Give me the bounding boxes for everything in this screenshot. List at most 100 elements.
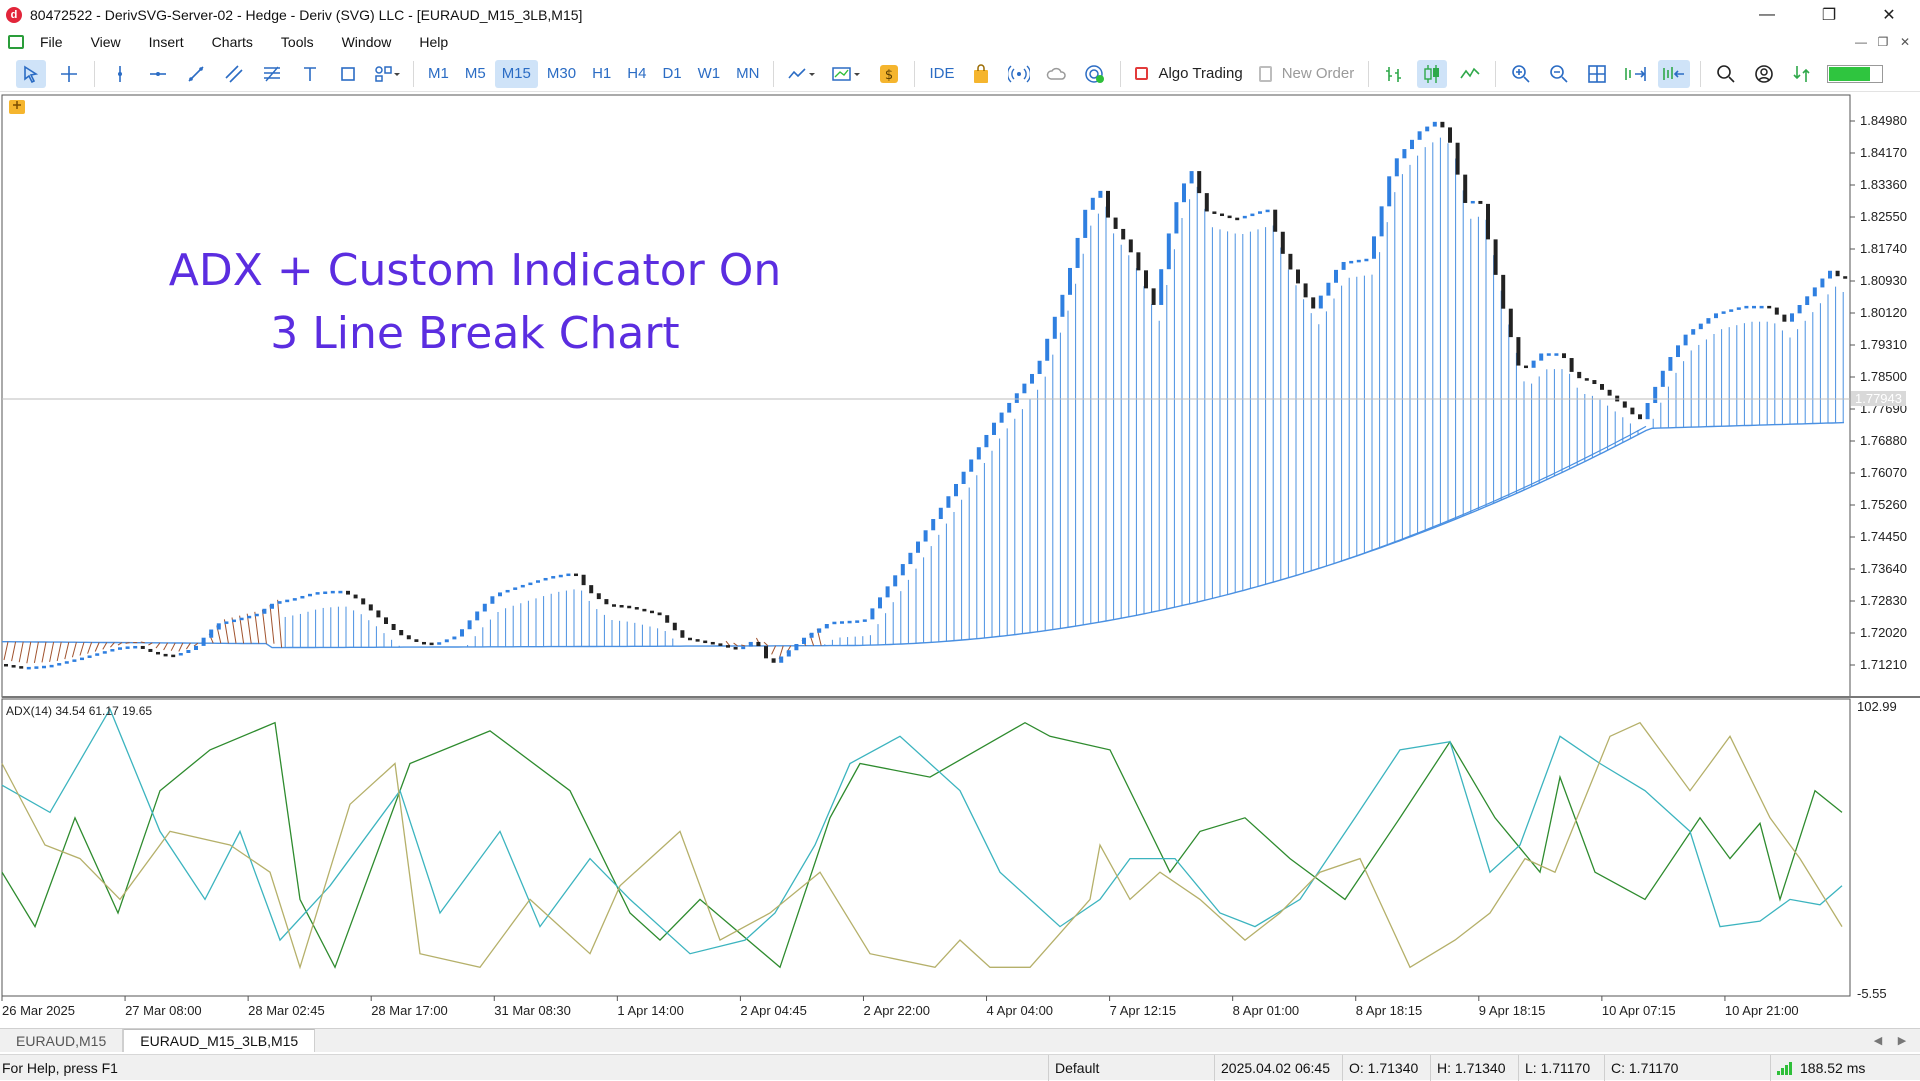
bear-brick	[650, 611, 654, 614]
fibonacci-tool-button[interactable]	[257, 60, 287, 88]
menu-help[interactable]: Help	[405, 34, 462, 50]
bear-brick	[1836, 271, 1840, 276]
menu-insert[interactable]: Insert	[135, 34, 198, 50]
ide-button[interactable]: IDE	[922, 60, 961, 88]
candlestick-chart-button[interactable]	[1417, 60, 1447, 88]
bull-brick	[1387, 176, 1391, 206]
signals-button[interactable]	[1004, 60, 1034, 88]
cursor-tool-button[interactable]	[16, 60, 46, 88]
bull-brick	[1395, 158, 1399, 176]
status-profile[interactable]: Default	[1048, 1055, 1214, 1081]
vps-button[interactable]	[1042, 60, 1072, 88]
close-button[interactable]: ✕	[1866, 0, 1912, 30]
time-tick-label: 8 Apr 01:00	[1233, 1003, 1300, 1018]
status-ping-value: 188.52 ms	[1800, 1060, 1865, 1076]
timeframe-m30[interactable]: M30	[540, 60, 583, 88]
bull-brick	[331, 591, 335, 594]
bar-chart-button[interactable]	[1379, 60, 1409, 88]
menu-view[interactable]: View	[77, 34, 135, 50]
market-button[interactable]	[966, 60, 996, 88]
bull-brick	[217, 623, 221, 629]
vertical-line-tool-button[interactable]	[105, 60, 135, 88]
line-chart-button[interactable]	[1455, 60, 1485, 88]
menu-tools[interactable]: Tools	[267, 34, 328, 50]
menu-file[interactable]: File	[26, 34, 77, 50]
chart-toolbox-icon[interactable]	[9, 100, 25, 114]
crosshair-tool-button[interactable]	[54, 60, 84, 88]
title-bar: d 80472522 - DerivSVG-Server-02 - Hedge …	[0, 0, 1920, 30]
account-button[interactable]	[1749, 60, 1779, 88]
templates-menu-button[interactable]	[828, 60, 866, 88]
shapes-tool-button[interactable]	[333, 60, 363, 88]
timeframe-h4[interactable]: H4	[620, 60, 653, 88]
indicators-menu-button[interactable]	[784, 60, 820, 88]
timeframe-mn[interactable]: MN	[729, 60, 766, 88]
price-tick-label: 1.84170	[1860, 145, 1907, 160]
tab-scroll-right-icon[interactable]: ▶	[1892, 1030, 1912, 1050]
timeframe-h1[interactable]: H1	[585, 60, 618, 88]
chart-canvas[interactable]: 1.849801.841701.833601.825501.817401.809…	[0, 93, 1920, 1028]
trendline-tool-button[interactable]	[181, 60, 211, 88]
chart-shift-button[interactable]	[1658, 60, 1690, 88]
bear-brick	[141, 646, 145, 649]
objects-menu-button[interactable]	[371, 60, 403, 88]
new-order-button[interactable]: New Order	[1259, 65, 1355, 82]
channel-tool-button[interactable]	[219, 60, 249, 88]
menu-bar: File View Insert Charts Tools Window Hel…	[0, 30, 1920, 54]
bull-brick	[118, 647, 122, 650]
zoom-in-button[interactable]	[1506, 60, 1536, 88]
chart-restore-button[interactable]: ❐	[1872, 30, 1894, 54]
toolbar-separator	[773, 61, 774, 87]
bull-brick	[1243, 216, 1247, 219]
text-tool-button[interactable]	[295, 60, 325, 88]
bull-brick	[1790, 313, 1794, 321]
bull-brick	[1684, 335, 1688, 346]
status-help-text: For Help, press F1	[0, 1055, 118, 1081]
terminal-logo-icon[interactable]	[8, 35, 24, 49]
price-tick-label: 1.76880	[1860, 433, 1907, 448]
connection-status-button[interactable]	[1787, 60, 1817, 88]
bull-brick	[855, 620, 859, 623]
tile-windows-button[interactable]	[1582, 60, 1612, 88]
bear-brick	[1311, 297, 1315, 308]
trade-button[interactable]: $	[874, 60, 904, 88]
bear-brick	[1630, 408, 1634, 415]
bear-brick	[19, 666, 23, 669]
bear-brick	[376, 610, 380, 617]
price-tick-label: 1.84980	[1860, 113, 1907, 128]
bull-brick	[1030, 374, 1034, 384]
tab-scroll-left-icon[interactable]: ◀	[1868, 1030, 1888, 1050]
menu-window[interactable]: Window	[328, 34, 406, 50]
timeframe-m1[interactable]: M1	[421, 60, 456, 88]
timeframe-d1[interactable]: D1	[655, 60, 688, 88]
bear-brick	[1767, 306, 1771, 309]
timeframe-m5[interactable]: M5	[458, 60, 493, 88]
status-ping[interactable]: 188.52 ms	[1770, 1055, 1920, 1081]
bear-brick	[582, 575, 586, 585]
chart-close-button[interactable]: ✕	[1894, 30, 1916, 54]
auto-scroll-button[interactable]	[1620, 60, 1650, 88]
bull-brick	[202, 638, 206, 646]
search-button[interactable]	[1711, 60, 1741, 88]
algo-trading-button[interactable]: Algo Trading	[1135, 65, 1242, 82]
chart-minimize-button[interactable]: —	[1850, 30, 1872, 54]
time-tick-label: 10 Apr 07:15	[1602, 1003, 1676, 1018]
minimize-button[interactable]: —	[1744, 0, 1790, 30]
bear-brick	[1456, 143, 1460, 175]
radar-button[interactable]	[1080, 60, 1110, 88]
timeframe-m15[interactable]: M15	[495, 60, 538, 88]
bull-brick	[984, 435, 988, 447]
price-tick-label: 1.78500	[1860, 369, 1907, 384]
maximize-button[interactable]: ❐	[1806, 0, 1852, 30]
bull-brick	[95, 653, 99, 656]
horizontal-line-tool-button[interactable]	[143, 60, 173, 88]
tab-euraud-3lb-m15[interactable]: EURAUD_M15_3LB,M15	[123, 1029, 315, 1052]
bull-brick	[1053, 317, 1057, 339]
bull-brick	[1091, 198, 1095, 210]
new-order-label: New Order	[1282, 65, 1355, 82]
tab-euraud-m15[interactable]: EURAUD,M15	[0, 1029, 123, 1052]
zoom-out-button[interactable]	[1544, 60, 1574, 88]
menu-charts[interactable]: Charts	[198, 34, 267, 50]
timeframe-w1[interactable]: W1	[691, 60, 728, 88]
